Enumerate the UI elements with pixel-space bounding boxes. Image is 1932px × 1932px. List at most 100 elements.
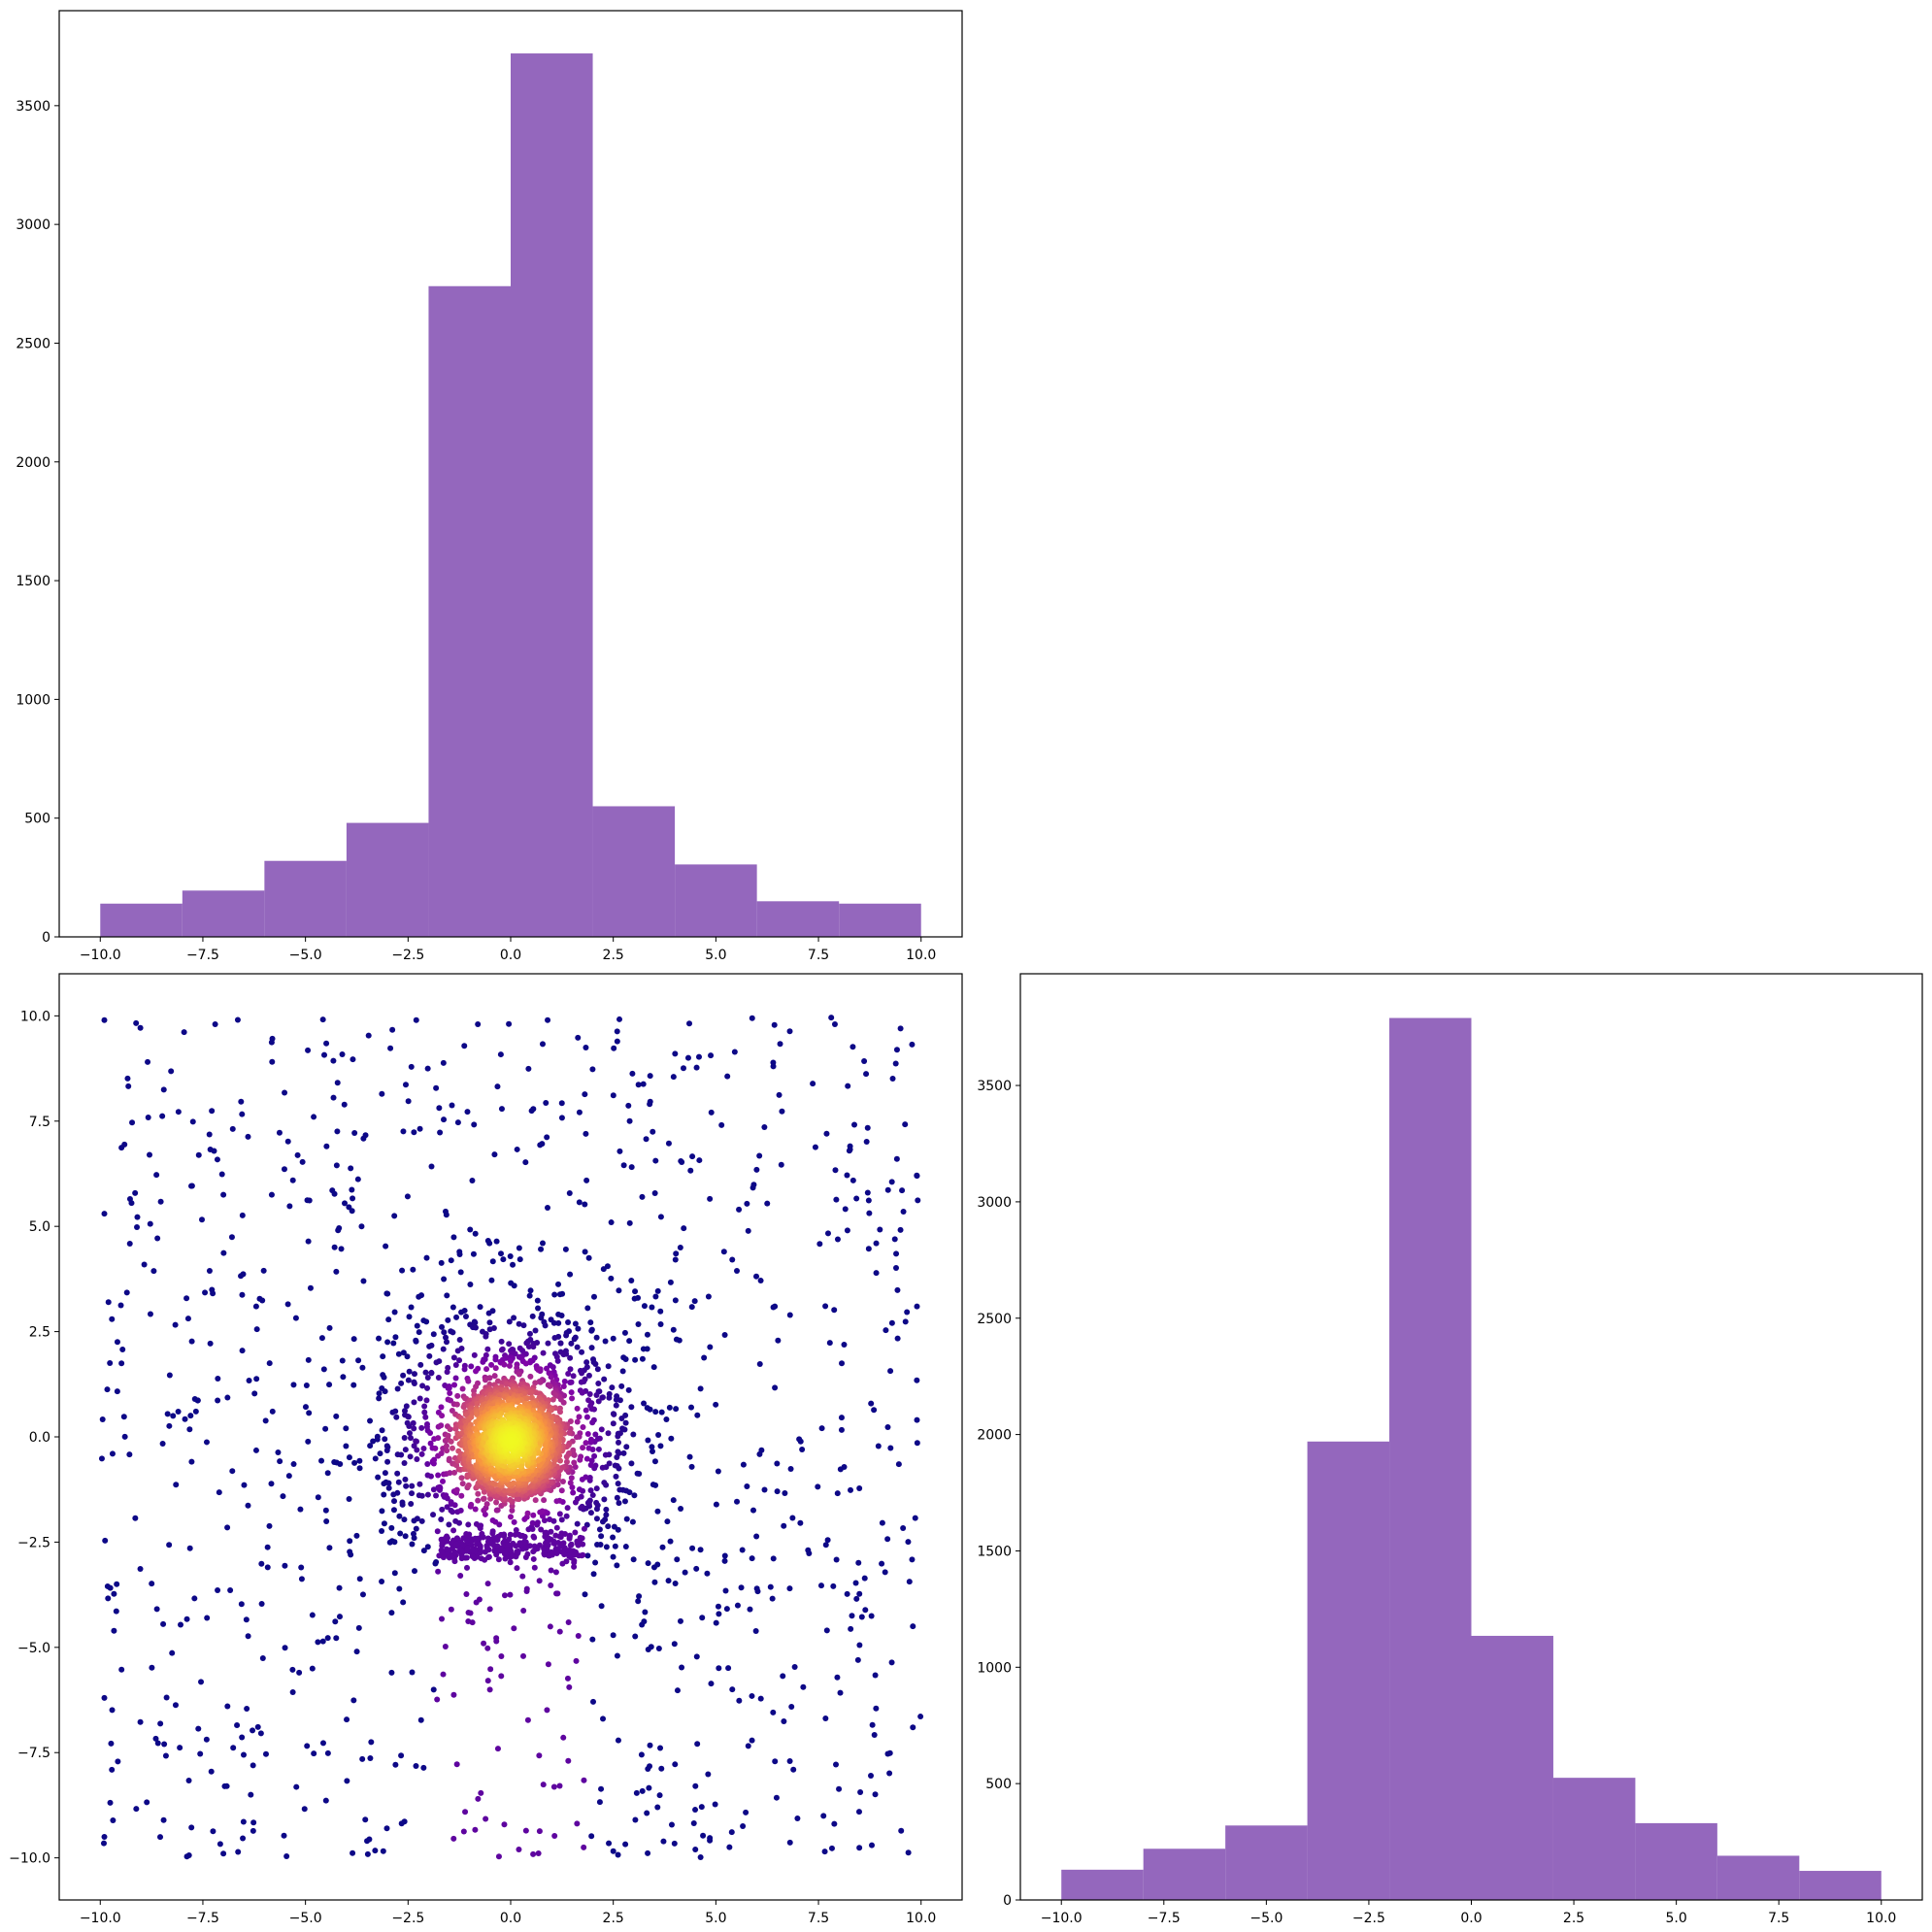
scatter-point bbox=[786, 1758, 793, 1765]
scatter-point bbox=[692, 1846, 699, 1852]
scatter-point bbox=[443, 1492, 450, 1499]
scatter-point bbox=[306, 1197, 313, 1204]
scatter-point bbox=[498, 1347, 505, 1353]
scatter-point bbox=[623, 1444, 630, 1450]
scatter-point bbox=[322, 1425, 329, 1432]
scatter-point bbox=[849, 1613, 855, 1619]
scatter-point bbox=[430, 1331, 437, 1338]
scatter-point bbox=[513, 1526, 519, 1533]
scatter-point bbox=[574, 1418, 581, 1425]
scatter-point bbox=[309, 1665, 316, 1672]
scatter-point bbox=[468, 1363, 475, 1370]
scatter-point bbox=[220, 1850, 227, 1857]
scatter-point bbox=[191, 1595, 198, 1602]
scatter-point bbox=[688, 1304, 695, 1311]
scatter-point bbox=[494, 1083, 501, 1090]
histogram-bar bbox=[1143, 1849, 1226, 1900]
scatter-point bbox=[441, 1536, 448, 1543]
scatter-point bbox=[235, 1849, 242, 1855]
scatter-point bbox=[416, 1125, 423, 1132]
scatter-point bbox=[721, 1332, 728, 1339]
scatter-point bbox=[610, 1420, 616, 1427]
scatter-point bbox=[635, 1321, 642, 1328]
scatter-point bbox=[654, 1804, 661, 1811]
scatter-point bbox=[581, 1844, 587, 1850]
scatter-point bbox=[188, 1458, 195, 1465]
scatter-point bbox=[399, 1267, 406, 1274]
scatter-point bbox=[889, 1076, 896, 1083]
scatter-point bbox=[536, 1752, 543, 1759]
scatter-point bbox=[489, 1530, 496, 1537]
scatter-point bbox=[757, 1695, 764, 1702]
scatter-point bbox=[491, 1373, 498, 1380]
scatter-point bbox=[668, 1821, 675, 1828]
scatter-point bbox=[652, 1293, 659, 1300]
scatter-point bbox=[906, 1579, 913, 1585]
scatter-point bbox=[505, 1541, 512, 1548]
scatter-point bbox=[472, 1826, 479, 1833]
scatter-point bbox=[500, 1548, 507, 1554]
scatter-point bbox=[659, 1544, 666, 1550]
scatter-point bbox=[863, 1138, 870, 1145]
scatter-point bbox=[471, 1351, 478, 1358]
scatter-point bbox=[220, 1191, 227, 1198]
scatter-point bbox=[349, 1186, 355, 1193]
scatter-point bbox=[467, 1610, 474, 1616]
scatter-point bbox=[424, 1544, 431, 1550]
scatter-point bbox=[484, 1678, 491, 1684]
scatter-point bbox=[468, 1501, 475, 1508]
scatter-point bbox=[401, 1818, 408, 1825]
scatter-point bbox=[573, 1657, 580, 1664]
y-tick-label: 3500 bbox=[977, 1079, 1012, 1094]
scatter-point bbox=[220, 1249, 227, 1256]
scatter-point bbox=[578, 1505, 584, 1512]
scatter-point bbox=[546, 1552, 552, 1559]
histogram-bar bbox=[1635, 1822, 1717, 1900]
scatter-point bbox=[450, 1691, 457, 1698]
scatter-point bbox=[379, 1427, 385, 1434]
scatter-point bbox=[264, 1564, 271, 1571]
scatter-point bbox=[160, 1816, 167, 1823]
scatter-point bbox=[620, 1354, 627, 1361]
x-tick-label: 2.5 bbox=[1563, 1911, 1584, 1926]
scatter-point bbox=[448, 1257, 454, 1264]
scatter-point bbox=[640, 1081, 647, 1087]
scatter-point bbox=[105, 1299, 112, 1306]
scatter-point bbox=[305, 1047, 312, 1053]
scatter-point bbox=[593, 1485, 600, 1492]
scatter-point bbox=[268, 1481, 275, 1487]
scatter-point bbox=[900, 1525, 907, 1532]
scatter-point bbox=[385, 1484, 392, 1491]
scatter-point bbox=[552, 1569, 559, 1576]
scatter-point bbox=[749, 1737, 755, 1744]
scatter-point bbox=[561, 1551, 568, 1558]
scatter-point bbox=[865, 1197, 872, 1204]
scatter-point bbox=[707, 1195, 714, 1202]
scatter-point bbox=[585, 1254, 592, 1261]
scatter-point bbox=[435, 1375, 442, 1382]
scatter-point bbox=[514, 1146, 520, 1152]
scatter-point bbox=[894, 1286, 901, 1293]
scatter-point bbox=[368, 1739, 375, 1746]
scatter-point bbox=[517, 1533, 524, 1540]
scatter-point bbox=[515, 1549, 521, 1556]
x-tick-label: −2.5 bbox=[391, 948, 424, 963]
scatter-point bbox=[492, 1365, 499, 1372]
scatter-point bbox=[452, 1362, 459, 1369]
scatter-point bbox=[736, 1697, 743, 1704]
scatter-point bbox=[602, 1451, 609, 1458]
scatter-point bbox=[510, 1480, 516, 1486]
scatter-point bbox=[691, 1298, 698, 1305]
scatter-point bbox=[587, 1461, 594, 1468]
scatter-point bbox=[568, 1541, 575, 1548]
scatter-point bbox=[377, 1450, 383, 1457]
scatter-point bbox=[111, 1590, 117, 1597]
scatter-point bbox=[286, 1203, 293, 1210]
scatter-point bbox=[587, 1439, 594, 1446]
scatter-point bbox=[388, 1610, 395, 1616]
scatter-point bbox=[344, 1778, 350, 1784]
scatter-point bbox=[269, 1058, 276, 1065]
scatter-point bbox=[491, 1151, 498, 1158]
scatter-point bbox=[566, 1429, 573, 1436]
scatter-point bbox=[458, 1475, 465, 1482]
